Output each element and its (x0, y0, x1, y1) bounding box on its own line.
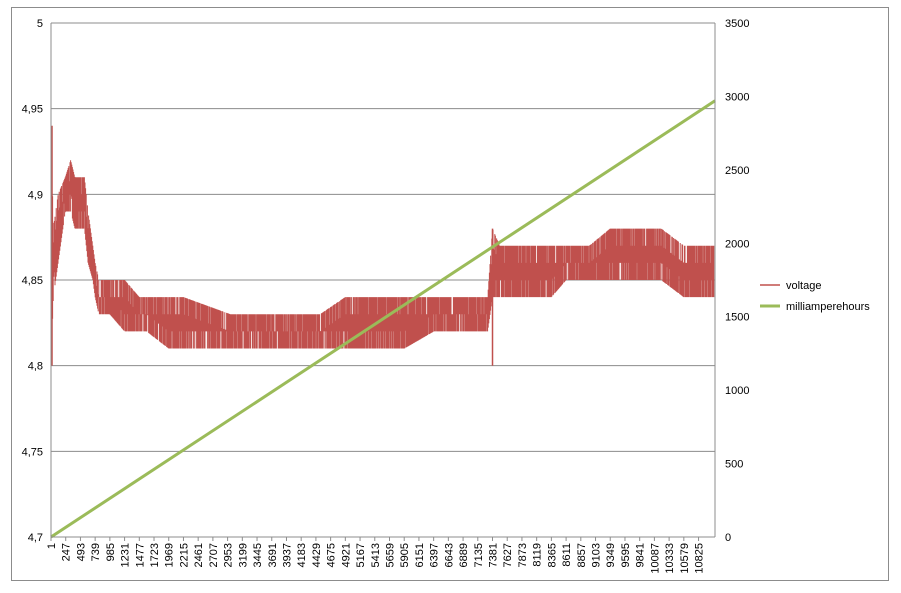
x-tick-label: 5659 (384, 543, 396, 567)
y-left-tick-label: 4,9 (28, 189, 43, 201)
y-left-tick-label: 4,75 (22, 446, 43, 458)
x-tick-label: 6643 (443, 543, 455, 567)
x-tick-label: 10333 (664, 543, 676, 574)
legend-label-voltage: voltage (786, 280, 821, 292)
x-tick-label: 3445 (252, 543, 264, 567)
x-tick-label: 5905 (399, 543, 411, 567)
x-tick-label: 7627 (502, 543, 514, 567)
x-tick-label: 2215 (178, 543, 190, 567)
x-tick-label: 1969 (164, 543, 176, 567)
dual-axis-line-chart: 4,7 4,75 4,8 4,85 4,9 4,95 5 0 500 1000 1500 2000 25… (22, 18, 871, 574)
x-tick-label: 10087 (649, 543, 661, 574)
axes: 4,7 4,75 4,8 4,85 4,9 4,95 5 0 500 1000 1500 2000 25… (22, 18, 750, 574)
x-tick-label: 3691 (267, 543, 279, 567)
x-tick-label: 9103 (591, 543, 603, 567)
y-left-tick-label: 5 (37, 18, 43, 30)
x-tick-label: 1723 (149, 543, 161, 567)
x-tick-label: 985 (105, 543, 117, 561)
x-tick-label: 10579 (679, 543, 691, 574)
y-right-tick-label: 1000 (725, 385, 749, 397)
x-tick-label: 4183 (296, 543, 308, 567)
gridlines (51, 22, 715, 538)
x-tick-label: 7381 (488, 543, 500, 567)
y-right-tick-label: 3500 (725, 18, 749, 30)
x-tick-label: 5167 (355, 543, 367, 567)
x-tick-label: 2707 (208, 543, 220, 567)
x-tick-label: 7135 (473, 543, 485, 567)
x-tick-label: 5413 (370, 543, 382, 567)
milliamperehours-line (50, 99, 716, 539)
x-tick-label: 6397 (429, 543, 441, 567)
x-tick-label: 4921 (340, 543, 352, 567)
y-left-tick-label: 4,95 (22, 104, 43, 116)
x-tick-label: 9349 (605, 543, 617, 567)
voltage-series (51, 125, 715, 366)
x-tick-label: 9595 (620, 543, 632, 567)
y-right-tick-label: 1500 (725, 312, 749, 324)
x-tick-label: 4429 (311, 543, 323, 567)
x-tick-label: 739 (90, 543, 102, 561)
x-tick-label: 7873 (517, 543, 529, 567)
x-tick-label: 1 (46, 543, 58, 549)
y-right-tick-label: 500 (725, 459, 743, 471)
chart-frame: 4,7 4,75 4,8 4,85 4,9 4,95 5 0 500 1000 1500 2000 25… (11, 7, 889, 581)
x-tick-label: 247 (61, 543, 73, 561)
legend-label-milliamperehours: milliamperehours (786, 301, 870, 313)
y-left-tick-label: 4,8 (28, 361, 43, 373)
y-right-tick-label: 2500 (725, 165, 749, 177)
legend: voltage milliamperehours (760, 280, 870, 313)
y-right-tick-label: 2000 (725, 238, 749, 250)
x-tick-label: 493 (75, 543, 87, 561)
x-tick-label: 8857 (576, 543, 588, 567)
x-tick-label: 3937 (281, 543, 293, 567)
x-tick-label: 6889 (458, 543, 470, 567)
x-tick-label: 8119 (532, 543, 544, 567)
x-tick-label: 8611 (561, 543, 573, 567)
x-tick-label: 4675 (326, 543, 338, 567)
y-left-tick-label: 4,7 (28, 532, 43, 544)
x-tick-label: 6151 (414, 543, 426, 567)
y-left-tick-label: 4,85 (22, 275, 43, 287)
x-tick-label: 1477 (134, 543, 146, 567)
y-right-tick-label: 3000 (725, 91, 749, 103)
milliamperehours-series (50, 99, 716, 539)
y-right-tick-label: 0 (725, 532, 731, 544)
x-tick-label: 1231 (120, 543, 132, 567)
x-tick-label: 3199 (237, 543, 249, 567)
x-tick-label: 2461 (193, 543, 205, 567)
x-tick-label: 10825 (694, 543, 706, 574)
x-tick-label: 8365 (546, 543, 558, 567)
x-tick-label: 9841 (635, 543, 647, 567)
x-tick-label: 2953 (223, 543, 235, 567)
